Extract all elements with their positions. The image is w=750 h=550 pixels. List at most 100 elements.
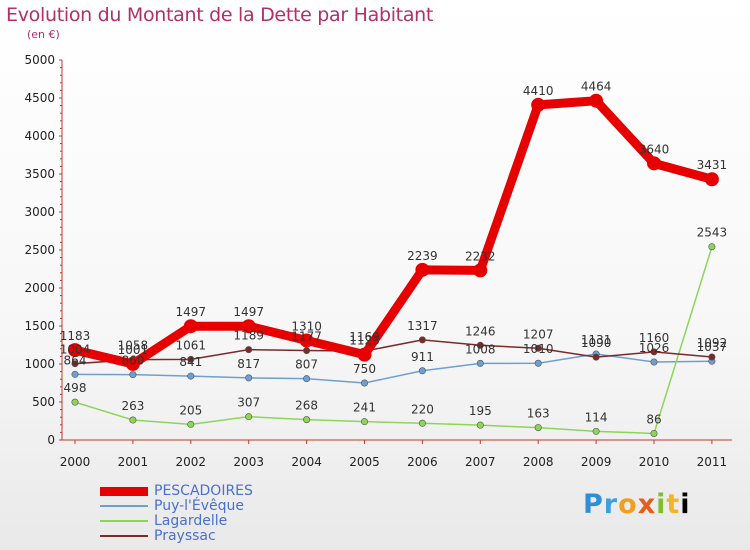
data-point bbox=[534, 344, 542, 352]
data-point bbox=[71, 398, 79, 406]
data-label: 1037 bbox=[697, 340, 728, 354]
data-label: 750 bbox=[353, 362, 376, 376]
logo-letter: t bbox=[666, 489, 681, 520]
legend-swatch-prayssac bbox=[100, 535, 148, 537]
data-point bbox=[473, 263, 488, 278]
data-point bbox=[357, 347, 372, 362]
data-label: 3431 bbox=[697, 158, 728, 172]
data-point bbox=[303, 375, 311, 383]
data-point bbox=[125, 356, 140, 371]
line-chart: 0 500 1000 1500 2000 2500 3000 3500 4000 4500 5000… bbox=[24, 53, 732, 469]
data-point bbox=[534, 359, 542, 367]
data-point bbox=[129, 416, 137, 424]
y-tick-label: 1000 bbox=[24, 357, 55, 371]
data-label: 4464 bbox=[581, 80, 612, 94]
data-label: 1061 bbox=[176, 338, 207, 352]
data-label: 307 bbox=[237, 396, 260, 410]
data-point bbox=[592, 353, 600, 361]
chart-unit: (en €) bbox=[27, 28, 60, 41]
data-label: 1026 bbox=[639, 341, 670, 355]
data-point bbox=[650, 358, 658, 366]
x-tick-label: 2007 bbox=[465, 455, 496, 469]
x-tick-label: 2009 bbox=[581, 455, 612, 469]
x-tick-label: 2000 bbox=[60, 455, 91, 469]
data-point bbox=[418, 336, 426, 344]
data-label: 1169 bbox=[349, 330, 380, 344]
data-label: 807 bbox=[295, 358, 318, 372]
series-line-2 bbox=[74, 245, 713, 435]
legend: PESCADOIRES Puy-l'Évêque Lagardelle Pray… bbox=[100, 483, 300, 544]
y-tick-label: 4000 bbox=[24, 129, 55, 143]
data-point bbox=[245, 346, 253, 354]
logo-letter: i bbox=[680, 489, 691, 520]
x-tick-label: 2011 bbox=[697, 455, 728, 469]
data-label: 1317 bbox=[407, 319, 438, 333]
y-tick-label: 500 bbox=[32, 395, 55, 409]
data-label: 2543 bbox=[697, 226, 728, 240]
data-label: 1177 bbox=[291, 330, 322, 344]
data-label: 1189 bbox=[233, 329, 264, 343]
data-point bbox=[183, 319, 198, 334]
legend-swatch-lagardelle bbox=[100, 520, 148, 522]
x-tick-label: 2005 bbox=[349, 455, 380, 469]
data-point bbox=[360, 379, 368, 387]
data-label: 1131 bbox=[581, 333, 612, 347]
y-tick-label: 4500 bbox=[24, 91, 55, 105]
data-label: 1090 bbox=[581, 336, 612, 350]
data-point bbox=[245, 374, 253, 382]
data-label: 4410 bbox=[523, 84, 554, 98]
series-line-3 bbox=[74, 339, 713, 365]
y-tick-label: 3000 bbox=[24, 205, 55, 219]
data-point bbox=[187, 355, 195, 363]
data-label: 841 bbox=[179, 355, 202, 369]
data-point bbox=[418, 419, 426, 427]
chart-title: Evolution du Montant de la Dette par Hab… bbox=[6, 4, 434, 26]
legend-label-puy-l-eveque: Puy-l'Évêque bbox=[154, 498, 245, 514]
data-point bbox=[418, 367, 426, 375]
y-tick-label: 3500 bbox=[24, 167, 55, 181]
data-label: 2239 bbox=[407, 249, 438, 263]
legend-item-puy-l-eveque: Puy-l'Évêque bbox=[100, 498, 300, 514]
data-label: 864 bbox=[64, 353, 87, 367]
data-label: 1246 bbox=[465, 324, 496, 338]
data-label: 205 bbox=[179, 403, 202, 417]
data-label: 3640 bbox=[639, 142, 670, 156]
data-point bbox=[303, 347, 311, 355]
logo-letter: P bbox=[583, 489, 604, 520]
series-line-0 bbox=[70, 96, 717, 369]
data-point bbox=[650, 429, 658, 437]
x-tick-label: 2001 bbox=[118, 455, 149, 469]
data-point bbox=[708, 243, 716, 251]
data-label: 241 bbox=[353, 401, 376, 415]
data-label: 1058 bbox=[118, 339, 149, 353]
data-label: 268 bbox=[295, 399, 318, 413]
legend-label-lagardelle: Lagardelle bbox=[154, 513, 228, 529]
legend-label-pescadoires: PESCADOIRES bbox=[154, 483, 253, 499]
data-label: 114 bbox=[585, 410, 608, 424]
y-tick-label: 2500 bbox=[24, 243, 55, 257]
data-label: 911 bbox=[411, 350, 434, 364]
data-point bbox=[71, 360, 79, 368]
data-point bbox=[704, 172, 719, 187]
data-label: 1207 bbox=[523, 327, 554, 341]
data-point bbox=[589, 93, 604, 108]
data-label: 860 bbox=[121, 354, 144, 368]
legend-label-prayssac: Prayssac bbox=[154, 528, 216, 544]
legend-swatch-puy-l-eveque bbox=[100, 505, 148, 507]
data-label: 2232 bbox=[465, 249, 496, 263]
data-point bbox=[476, 341, 484, 349]
data-label: 1004 bbox=[60, 343, 91, 357]
legend-item-prayssac: Prayssac bbox=[100, 528, 300, 544]
data-point bbox=[360, 418, 368, 426]
data-label: 195 bbox=[469, 404, 492, 418]
x-tick-label: 2010 bbox=[639, 455, 670, 469]
data-label: 817 bbox=[237, 357, 260, 371]
legend-item-lagardelle: Lagardelle bbox=[100, 513, 300, 529]
data-label: 1092 bbox=[697, 336, 728, 350]
data-label: 1008 bbox=[465, 342, 496, 356]
x-tick-label: 2002 bbox=[176, 455, 207, 469]
logo-letter: o bbox=[618, 489, 638, 520]
legend-swatch-pescadoires bbox=[100, 487, 148, 496]
data-point bbox=[592, 427, 600, 435]
logo-letter: x bbox=[637, 489, 657, 520]
